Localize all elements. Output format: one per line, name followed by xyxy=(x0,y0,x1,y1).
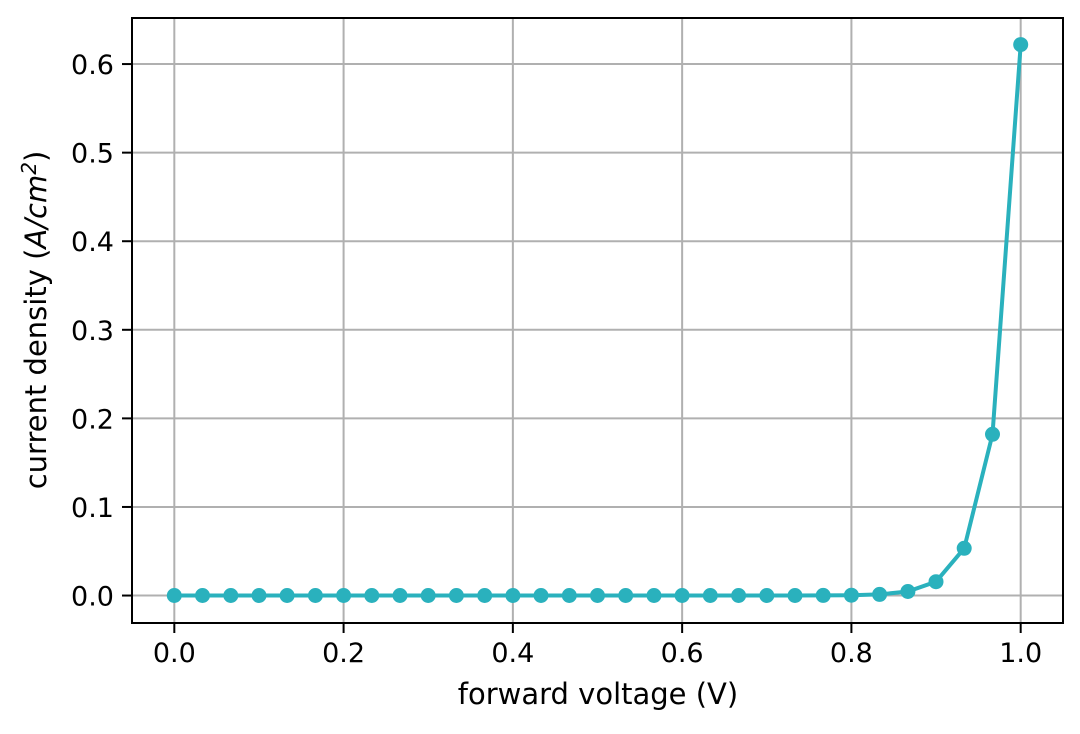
data-point-marker xyxy=(533,588,549,603)
data-point-marker xyxy=(166,588,182,603)
data-point-marker xyxy=(364,588,380,603)
y-axis-label: current density (A/cm2) xyxy=(17,151,53,490)
y-tick-label: 0.3 xyxy=(71,316,114,347)
y-tick-label: 0.6 xyxy=(71,50,114,81)
data-point-marker xyxy=(759,588,775,603)
data-point-marker xyxy=(505,588,521,603)
data-point-marker xyxy=(420,588,436,603)
data-point-marker xyxy=(590,588,605,603)
data-point-marker xyxy=(307,588,323,603)
data-point-marker xyxy=(251,588,267,603)
data-point-marker xyxy=(787,588,803,603)
data-point-marker xyxy=(1013,37,1029,53)
data-point-marker xyxy=(900,584,916,599)
data-point-marker xyxy=(731,588,747,603)
data-point-marker xyxy=(646,588,662,603)
y-tick-label: 0.5 xyxy=(71,139,114,170)
data-point-marker xyxy=(618,588,634,603)
series-line xyxy=(172,42,1023,598)
data-point-marker xyxy=(223,588,239,603)
x-tick-label: 1.0 xyxy=(999,638,1042,669)
y-tick-label: 0.2 xyxy=(71,404,114,435)
data-point-marker xyxy=(702,588,718,603)
x-tick-label: 0.6 xyxy=(661,638,704,669)
plot-border xyxy=(131,17,1064,624)
x-tick-label: 0.0 xyxy=(153,638,196,669)
y-tick-label: 0.1 xyxy=(71,493,114,524)
data-point-marker xyxy=(195,588,210,603)
data-point-marker xyxy=(561,588,577,603)
data-point-marker xyxy=(279,588,295,603)
x-axis-label: forward voltage (V) xyxy=(458,677,738,711)
x-tick-label: 0.8 xyxy=(830,638,873,669)
data-point-marker xyxy=(928,574,944,590)
data-point-marker xyxy=(985,426,1000,442)
data-point-marker xyxy=(392,588,408,603)
data-point-marker xyxy=(336,588,352,603)
data-point-marker xyxy=(872,586,888,602)
data-point-marker xyxy=(815,587,831,603)
x-tick-label: 0.2 xyxy=(322,638,365,669)
data-point-marker xyxy=(956,540,972,556)
y-tick-label: 0.4 xyxy=(71,227,114,258)
data-point-marker xyxy=(674,588,690,603)
data-point-marker xyxy=(448,588,464,603)
data-point-marker xyxy=(843,587,859,603)
data-point-marker xyxy=(477,588,493,603)
x-tick-label: 0.4 xyxy=(491,638,534,669)
y-tick-label: 0.0 xyxy=(71,582,114,613)
